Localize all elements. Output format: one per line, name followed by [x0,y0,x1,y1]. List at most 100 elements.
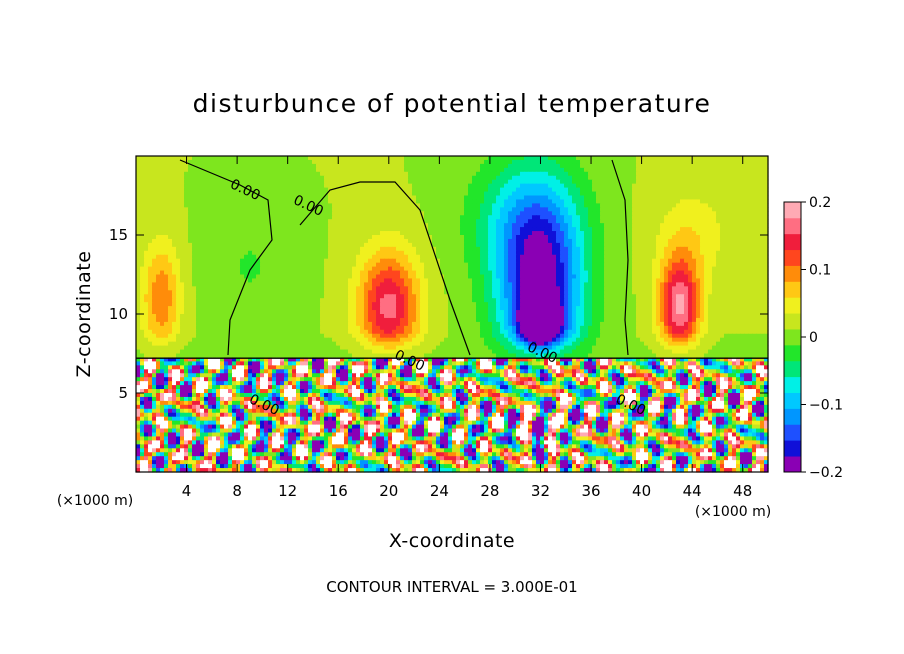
field-cell [612,207,617,212]
field-cell [604,242,609,248]
field-cell [432,238,437,244]
field-cell [224,254,229,260]
field-cell [628,203,633,208]
field-cell [260,171,265,177]
field-cell [196,195,201,201]
field-cell [228,207,233,212]
field-cell [184,211,189,216]
field-cell [156,274,161,280]
field-cell [312,235,317,240]
field-cell [500,199,505,204]
field-cell [260,203,265,208]
field-cell [232,187,237,193]
field-cell [324,195,329,201]
field-cell [516,219,521,224]
field-cell [496,167,501,173]
field-cell [348,246,353,252]
field-cell [528,274,533,280]
field-cell [460,207,465,212]
field-cell [388,250,393,256]
field-cell [440,195,445,201]
field-cell [724,199,729,204]
field-cell [636,199,641,204]
field-cell [448,274,453,280]
field-cell [168,227,173,232]
field-cell [460,238,465,244]
field-cell [392,187,397,193]
field-cell [392,250,397,256]
field-cell [708,167,713,173]
field-cell [592,207,597,212]
field-cell [276,163,281,169]
field-cell [328,175,333,181]
field-cell [736,274,741,280]
field-cell [308,159,313,165]
field-cell [168,167,173,173]
field-cell [212,203,217,208]
field-cell [728,171,733,177]
field-cell [344,171,349,177]
field-cell [356,175,361,181]
field-cell [644,183,649,189]
field-cell [232,238,237,244]
field-cell [388,274,393,280]
field-cell [140,258,145,264]
field-cell [716,258,721,264]
field-cell [436,219,441,224]
field-cell [520,159,525,165]
field-cell [648,270,653,276]
field-cell [372,258,377,264]
field-cell [708,231,713,236]
field-cell [176,167,181,173]
field-cell [364,187,369,193]
field-cell [544,167,549,173]
field-cell [700,250,705,256]
field-cell [176,246,181,252]
field-cell [692,242,697,248]
field-cell [720,183,725,189]
field-cell [764,242,769,248]
field-cell [416,235,421,240]
field-cell [728,163,733,169]
field-cell [236,195,241,201]
field-cell [520,246,525,252]
field-cell [644,215,649,220]
field-cell [556,242,561,248]
field-cell [292,242,297,248]
field-cell [276,195,281,201]
field-cell [520,175,525,181]
field-cell [316,156,321,161]
field-cell [376,274,381,280]
field-cell [512,183,517,189]
field-cell [144,207,149,212]
field-cell [256,199,261,204]
field-cell [708,262,713,268]
field-cell [148,167,153,173]
field-cell [740,175,745,181]
field-cell [380,191,385,197]
field-cell [348,207,353,212]
field-cell [676,159,681,165]
field-cell [576,159,581,165]
field-cell [420,266,425,272]
field-cell [584,159,589,165]
field-cell [540,270,545,276]
field-cell [764,183,769,189]
field-cell [388,254,393,260]
field-cell [684,191,689,197]
field-cell [564,167,569,173]
field-cell [208,266,213,272]
field-cell [572,156,577,161]
field-cell [532,223,537,228]
field-cell [748,215,753,220]
field-cell [512,191,517,197]
field-cell [740,238,745,244]
field-cell [624,274,629,280]
field-cell [596,156,601,161]
field-cell [732,231,737,236]
field-cell [472,258,477,264]
field-cell [240,171,245,177]
field-cell [304,175,309,181]
field-cell [220,262,225,268]
field-cell [372,199,377,204]
